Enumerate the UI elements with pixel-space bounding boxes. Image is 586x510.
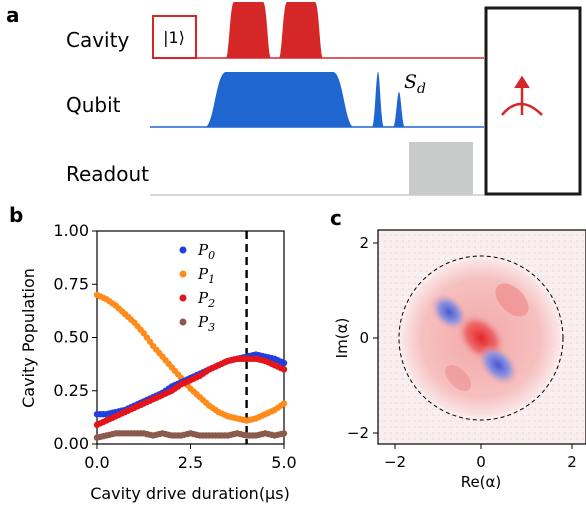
cavity-pulse-1 bbox=[226, 2, 271, 58]
plot-c-xlabel: Re(α) bbox=[461, 473, 502, 491]
wigner-map bbox=[378, 230, 586, 444]
measurement-box bbox=[486, 8, 580, 194]
panel-b-label: b bbox=[9, 203, 23, 227]
qubit-pulse-1 bbox=[205, 72, 354, 127]
plot-b-xtick-label: 2.5 bbox=[178, 453, 203, 472]
row-label-readout: Readout bbox=[66, 162, 149, 186]
plot-c-ytick-1: 0 bbox=[359, 329, 369, 347]
legend-marker-P0 bbox=[180, 247, 187, 254]
row-label-qubit: Qubit bbox=[66, 93, 121, 117]
panel-c: c −2 0 2 2 0 −2 Re(α) Im(α) bbox=[330, 206, 586, 491]
readout-pulse bbox=[409, 142, 473, 195]
plot-b-xtick-label: 0.0 bbox=[84, 453, 109, 472]
plot-b-point-P2 bbox=[281, 366, 287, 372]
row-label-cavity: Cavity bbox=[66, 28, 129, 52]
plot-c-ytick-0: 2 bbox=[359, 234, 369, 252]
qubit-pulse-3 bbox=[393, 92, 405, 127]
plot-b-point-P1 bbox=[281, 400, 287, 406]
panel-a-label: a bbox=[6, 3, 20, 27]
plot-b-xlabel: Cavity drive duration(μs) bbox=[90, 484, 290, 503]
pulse-label-s: Sd bbox=[404, 71, 426, 97]
legend-marker-P2 bbox=[180, 295, 187, 302]
panel-b: b 0.0 2.5 5.00.000.250.500.751.00 P0P1P2P3… bbox=[9, 203, 297, 503]
plot-c-ytick-2: −2 bbox=[347, 424, 369, 442]
panel-c-label: c bbox=[330, 206, 342, 230]
plot-b-ytick-label: 0.50 bbox=[53, 328, 89, 347]
plot-b-point-P3 bbox=[281, 430, 287, 436]
plot-b-ytick-label: 0.25 bbox=[53, 381, 89, 400]
plot-b-ylabel: Cavity Population bbox=[19, 268, 38, 408]
plot-b-ytick-label: 0.00 bbox=[53, 434, 89, 453]
qubit-pulse-2 bbox=[372, 72, 384, 127]
plot-b-xtick-label: 5.0 bbox=[271, 453, 296, 472]
cavity-pulse-2 bbox=[279, 2, 323, 58]
legend-marker-P3 bbox=[180, 319, 187, 326]
plot-c-xtick-0: −2 bbox=[384, 453, 406, 471]
plot-b-ytick-label: 1.00 bbox=[53, 221, 89, 240]
plot-c-xtick-1: 0 bbox=[476, 453, 486, 471]
legend-marker-P1 bbox=[180, 271, 187, 278]
plot-c-xtick-2: 2 bbox=[567, 453, 577, 471]
plot-b-ytick-label: 0.75 bbox=[53, 274, 89, 293]
plot-c-ylabel: Im(α) bbox=[333, 318, 351, 359]
panel-a: a Cavity Qubit Readout |1⟩ Sd bbox=[6, 2, 580, 195]
ket-label: |1⟩ bbox=[163, 28, 185, 47]
